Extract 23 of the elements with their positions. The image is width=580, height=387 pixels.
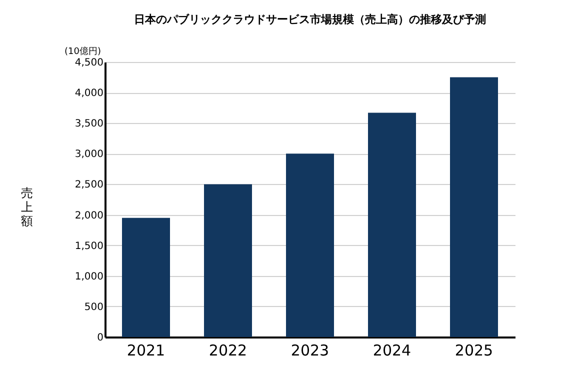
y-axis-title: 売上額 (20, 186, 33, 228)
y-tick-label: 3,500 (74, 118, 104, 130)
bar (450, 77, 498, 337)
y-tick-label: 1,500 (74, 240, 104, 252)
y-tick-label: 2,000 (74, 210, 104, 222)
text: (10億円) (64, 46, 101, 57)
x-tick-label: 2025 (454, 342, 494, 360)
bar (204, 184, 252, 337)
bar (122, 218, 170, 337)
y-tick-label: 3,000 (74, 149, 104, 160)
chart-title: 日本のパブリッククラウドサービス市場規模（売上高）の推移及び予測 (134, 13, 486, 26)
y-tick-label: 0 (97, 332, 104, 344)
y-tick-label: 4,000 (74, 88, 104, 100)
y-tick-label: 1,000 (74, 271, 104, 282)
x-tick-label: 2024 (372, 342, 412, 360)
x-tick-label: 2022 (208, 342, 248, 360)
x-tick-label: 2021 (126, 342, 166, 360)
bar (368, 112, 416, 337)
bar (286, 154, 334, 337)
y-tick-label: 500 (84, 302, 104, 313)
y-tick-label: 4,500 (74, 58, 104, 68)
y-tick-label: 2,500 (74, 180, 104, 191)
x-tick-label: 2023 (290, 342, 330, 360)
